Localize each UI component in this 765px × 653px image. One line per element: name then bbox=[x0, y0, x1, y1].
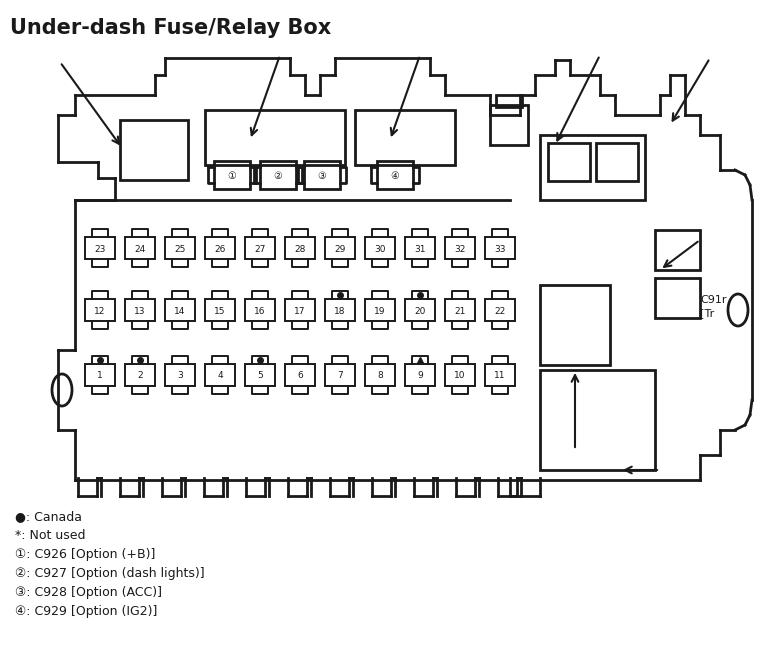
Ellipse shape bbox=[52, 374, 72, 406]
Ellipse shape bbox=[728, 294, 748, 326]
Text: 14: 14 bbox=[174, 306, 186, 315]
Bar bbox=[85, 237, 115, 259]
Bar bbox=[540, 135, 645, 200]
Bar bbox=[125, 364, 155, 386]
Text: 5: 5 bbox=[257, 372, 263, 381]
Bar bbox=[485, 299, 515, 321]
Text: ①: C926 [Option (+B)]: ①: C926 [Option (+B)] bbox=[15, 548, 155, 561]
Bar bbox=[285, 237, 315, 259]
Bar bbox=[365, 237, 395, 259]
Bar bbox=[205, 299, 235, 321]
Bar bbox=[496, 95, 522, 107]
Bar bbox=[355, 110, 455, 165]
Text: 31: 31 bbox=[415, 244, 426, 253]
Text: [Tr: [Tr bbox=[700, 308, 715, 318]
Bar bbox=[540, 370, 655, 470]
Text: 3: 3 bbox=[177, 372, 183, 381]
Text: 6: 6 bbox=[297, 372, 303, 381]
Bar bbox=[596, 143, 638, 181]
Text: 26: 26 bbox=[214, 244, 226, 253]
Bar bbox=[485, 364, 515, 386]
Bar bbox=[445, 237, 475, 259]
Text: 28: 28 bbox=[295, 244, 306, 253]
Text: ②: ② bbox=[274, 171, 282, 181]
Text: Under-dash Fuse/Relay Box: Under-dash Fuse/Relay Box bbox=[10, 18, 331, 38]
Bar bbox=[655, 278, 700, 318]
Bar bbox=[325, 364, 355, 386]
Bar bbox=[120, 120, 188, 180]
Bar bbox=[540, 285, 610, 365]
Text: 4: 4 bbox=[217, 372, 223, 381]
Bar bbox=[85, 364, 115, 386]
Text: 21: 21 bbox=[454, 306, 466, 315]
Text: 24: 24 bbox=[135, 244, 145, 253]
Bar bbox=[377, 161, 413, 189]
Bar bbox=[405, 237, 435, 259]
Text: 16: 16 bbox=[254, 306, 265, 315]
Bar bbox=[285, 364, 315, 386]
Text: ④: ④ bbox=[391, 171, 399, 181]
Text: 22: 22 bbox=[494, 306, 506, 315]
Bar bbox=[260, 161, 296, 189]
Text: 25: 25 bbox=[174, 244, 186, 253]
Text: 2: 2 bbox=[137, 372, 143, 381]
Bar bbox=[365, 299, 395, 321]
Text: 7: 7 bbox=[337, 372, 343, 381]
Bar bbox=[285, 299, 315, 321]
Text: 27: 27 bbox=[254, 244, 265, 253]
Bar bbox=[445, 299, 475, 321]
Bar bbox=[485, 237, 515, 259]
Text: 29: 29 bbox=[334, 244, 346, 253]
Text: ④: C929 [Option (IG2)]: ④: C929 [Option (IG2)] bbox=[15, 605, 158, 618]
Text: 8: 8 bbox=[377, 372, 382, 381]
Bar bbox=[365, 364, 395, 386]
Text: 10: 10 bbox=[454, 372, 466, 381]
Bar bbox=[445, 364, 475, 386]
Text: 17: 17 bbox=[295, 306, 306, 315]
Bar bbox=[205, 110, 345, 165]
Text: ①: ① bbox=[228, 171, 236, 181]
Text: 18: 18 bbox=[334, 306, 346, 315]
Text: ②: C927 [Option (dash lights)]: ②: C927 [Option (dash lights)] bbox=[15, 567, 204, 580]
Bar bbox=[245, 364, 275, 386]
Text: 9: 9 bbox=[417, 372, 423, 381]
Text: 15: 15 bbox=[214, 306, 226, 315]
Text: ③: C928 [Option (ACC)]: ③: C928 [Option (ACC)] bbox=[15, 586, 162, 599]
Bar bbox=[304, 161, 340, 189]
Text: 11: 11 bbox=[494, 372, 506, 381]
Text: 23: 23 bbox=[94, 244, 106, 253]
Bar bbox=[165, 364, 195, 386]
Bar bbox=[405, 299, 435, 321]
Bar bbox=[325, 237, 355, 259]
Bar bbox=[245, 299, 275, 321]
Text: *: Not used: *: Not used bbox=[15, 529, 86, 542]
Text: 12: 12 bbox=[94, 306, 106, 315]
Bar bbox=[205, 364, 235, 386]
Bar bbox=[165, 299, 195, 321]
Text: 32: 32 bbox=[454, 244, 466, 253]
Bar bbox=[125, 237, 155, 259]
Text: 20: 20 bbox=[415, 306, 425, 315]
Text: ●: Canada: ●: Canada bbox=[15, 510, 82, 523]
Text: 33: 33 bbox=[494, 244, 506, 253]
Bar bbox=[490, 105, 528, 145]
Bar bbox=[214, 161, 250, 189]
Text: 30: 30 bbox=[374, 244, 386, 253]
Text: 19: 19 bbox=[374, 306, 386, 315]
Bar bbox=[125, 299, 155, 321]
Bar bbox=[85, 299, 115, 321]
Text: C91r: C91r bbox=[700, 295, 727, 305]
Bar bbox=[205, 237, 235, 259]
Bar bbox=[245, 237, 275, 259]
Text: ③: ③ bbox=[317, 171, 327, 181]
Text: 1: 1 bbox=[97, 372, 103, 381]
Bar bbox=[405, 364, 435, 386]
Bar bbox=[165, 237, 195, 259]
Bar bbox=[325, 299, 355, 321]
Bar bbox=[548, 143, 590, 181]
Bar bbox=[655, 230, 700, 270]
Text: 13: 13 bbox=[134, 306, 146, 315]
